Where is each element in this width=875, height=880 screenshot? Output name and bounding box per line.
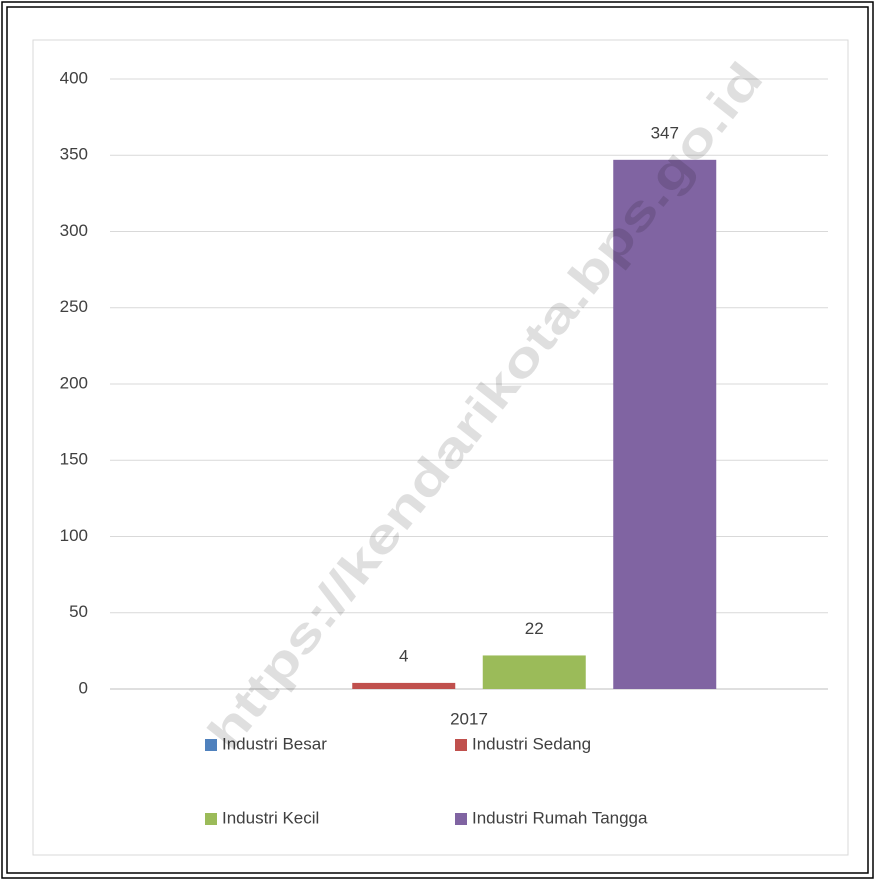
y-tick-label: 100 (60, 526, 88, 545)
y-tick-label: 400 (60, 68, 88, 87)
bar (352, 682, 456, 689)
legend-swatch (455, 813, 467, 825)
data-label: 347 (651, 123, 679, 142)
legend-label: Industri Kecil (222, 808, 319, 827)
y-tick-label: 300 (60, 221, 88, 240)
x-tick-label: 2017 (450, 709, 488, 728)
data-label: 22 (525, 619, 544, 638)
y-tick-label: 50 (69, 602, 88, 621)
data-label: 4 (399, 646, 408, 665)
y-tick-label: 250 (60, 297, 88, 316)
bar (613, 159, 717, 689)
legend-swatch (205, 739, 217, 751)
legend-label: Industri Sedang (472, 734, 591, 753)
y-tick-label: 0 (79, 678, 88, 697)
y-tick-label: 350 (60, 145, 88, 164)
legend-swatch (205, 813, 217, 825)
y-tick-label: 150 (60, 450, 88, 469)
legend-label: Industri Rumah Tangga (472, 808, 648, 827)
legend-label: Industri Besar (222, 734, 327, 753)
inner-border (6, 6, 869, 874)
legend-swatch (455, 739, 467, 751)
y-tick-label: 200 (60, 373, 88, 392)
bar (482, 655, 586, 689)
chart-area (32, 39, 849, 856)
